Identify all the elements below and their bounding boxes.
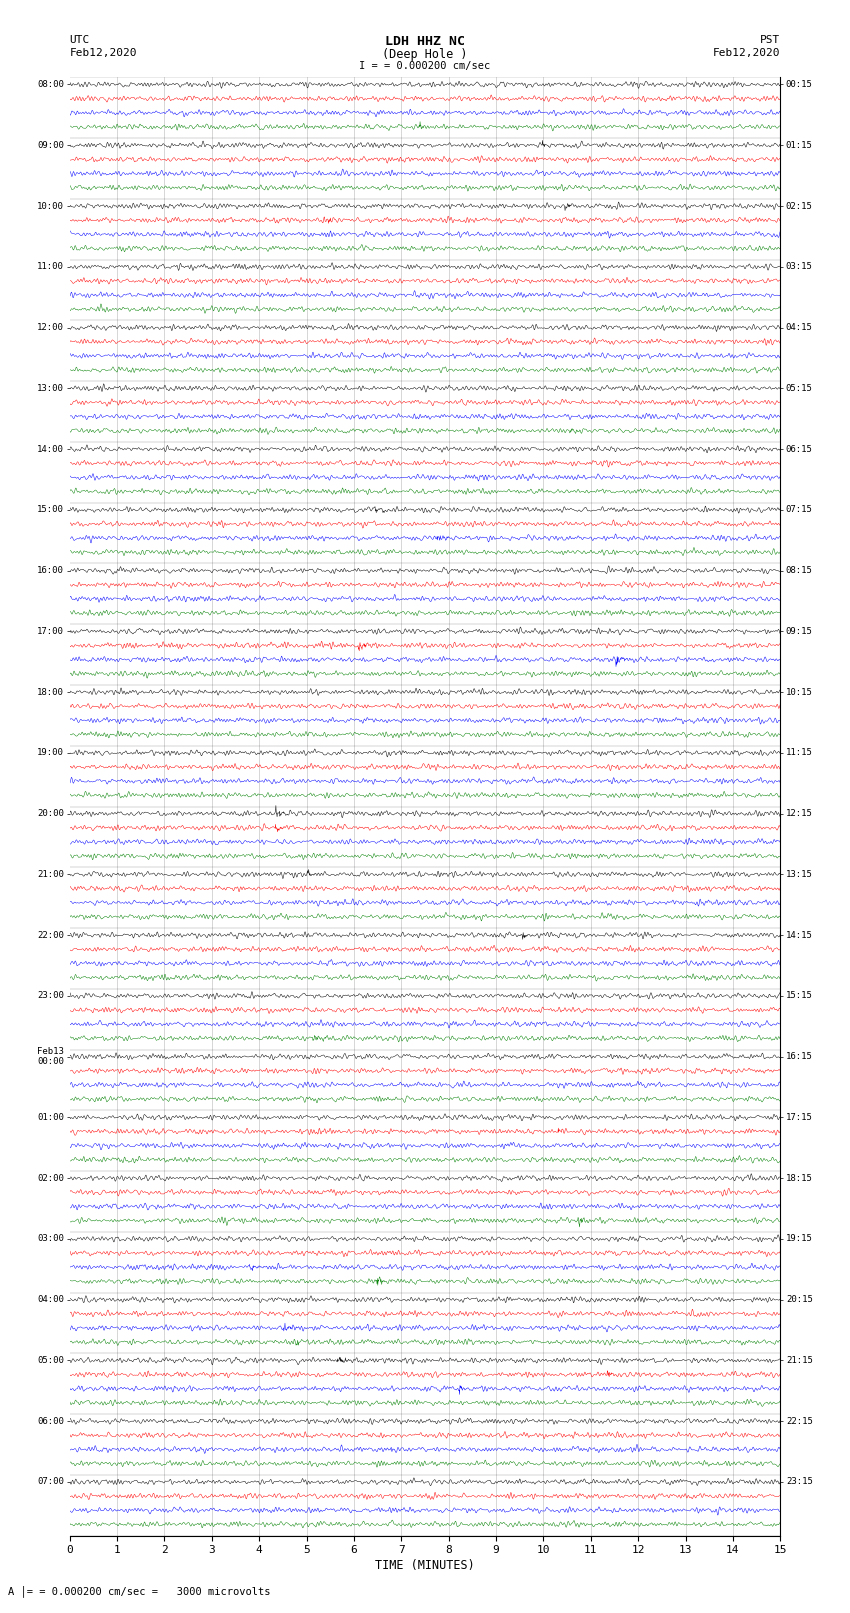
Text: Ι = = 0.000200 cm/sec: Ι = = 0.000200 cm/sec	[360, 61, 490, 71]
Text: UTC: UTC	[70, 35, 90, 45]
X-axis label: TIME (MINUTES): TIME (MINUTES)	[375, 1560, 475, 1573]
Text: (Deep Hole ): (Deep Hole )	[382, 48, 468, 61]
Text: PST: PST	[760, 35, 780, 45]
Text: Feb12,2020: Feb12,2020	[713, 48, 780, 58]
Text: Feb12,2020: Feb12,2020	[70, 48, 137, 58]
Text: LDH HHZ NC: LDH HHZ NC	[385, 35, 465, 48]
Text: A │= = 0.000200 cm/sec =   3000 microvolts: A │= = 0.000200 cm/sec = 3000 microvolts	[8, 1586, 271, 1597]
